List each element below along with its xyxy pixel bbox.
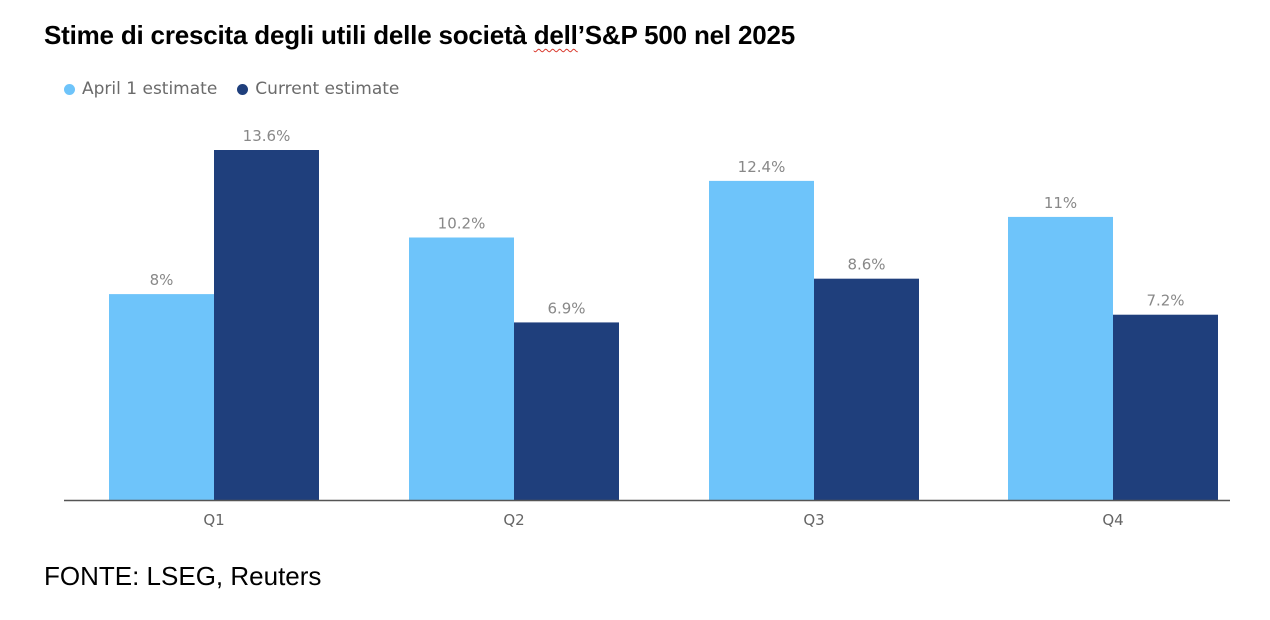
bar-current-q1: [214, 150, 319, 500]
legend-label-current: Current estimate: [255, 79, 400, 99]
source-note: FONTE: LSEG, Reuters: [44, 561, 322, 591]
x-tick-label-q1: Q1: [203, 511, 224, 529]
data-label-current-q2: 6.9%: [547, 299, 585, 317]
bar-april-q1: [109, 294, 214, 500]
chart-title-prefix: Stime di crescita degli utili delle soci…: [44, 20, 534, 50]
chart-legend: April 1 estimate Current estimate: [64, 79, 419, 99]
chart-title-spellcheck-word: dell: [533, 20, 578, 50]
bar-current-q4: [1113, 314, 1218, 500]
bar-april-q2: [409, 237, 514, 500]
bar-current-q2: [514, 322, 619, 500]
data-label-april-q1: 8%: [150, 271, 174, 289]
x-tick-label-q3: Q3: [803, 511, 824, 529]
bar-current-q3: [814, 278, 919, 500]
data-label-current-q1: 13.6%: [243, 127, 291, 145]
legend-swatch-april: [64, 83, 75, 95]
legend-swatch-current: [237, 83, 249, 95]
x-tick-label-q2: Q2: [503, 511, 524, 529]
legend-item-current: Current estimate: [237, 79, 399, 99]
x-tick-label-q4: Q4: [1102, 511, 1123, 529]
data-label-april-q3: 12.4%: [738, 158, 786, 176]
bar-april-q3: [709, 180, 814, 500]
bar-april-q4: [1008, 216, 1113, 501]
chart-title: Stime di crescita degli utili delle soci…: [44, 20, 795, 51]
legend-item-april: April 1 estimate: [64, 79, 217, 99]
data-label-april-q4: 11%: [1044, 194, 1077, 212]
legend-label-april: April 1 estimate: [82, 79, 218, 99]
data-label-current-q4: 7.2%: [1146, 292, 1184, 310]
data-label-april-q2: 10.2%: [438, 215, 486, 233]
chart-title-suffix: ’S&P 500 nel 2025: [577, 20, 795, 50]
data-label-current-q3: 8.6%: [847, 256, 885, 274]
